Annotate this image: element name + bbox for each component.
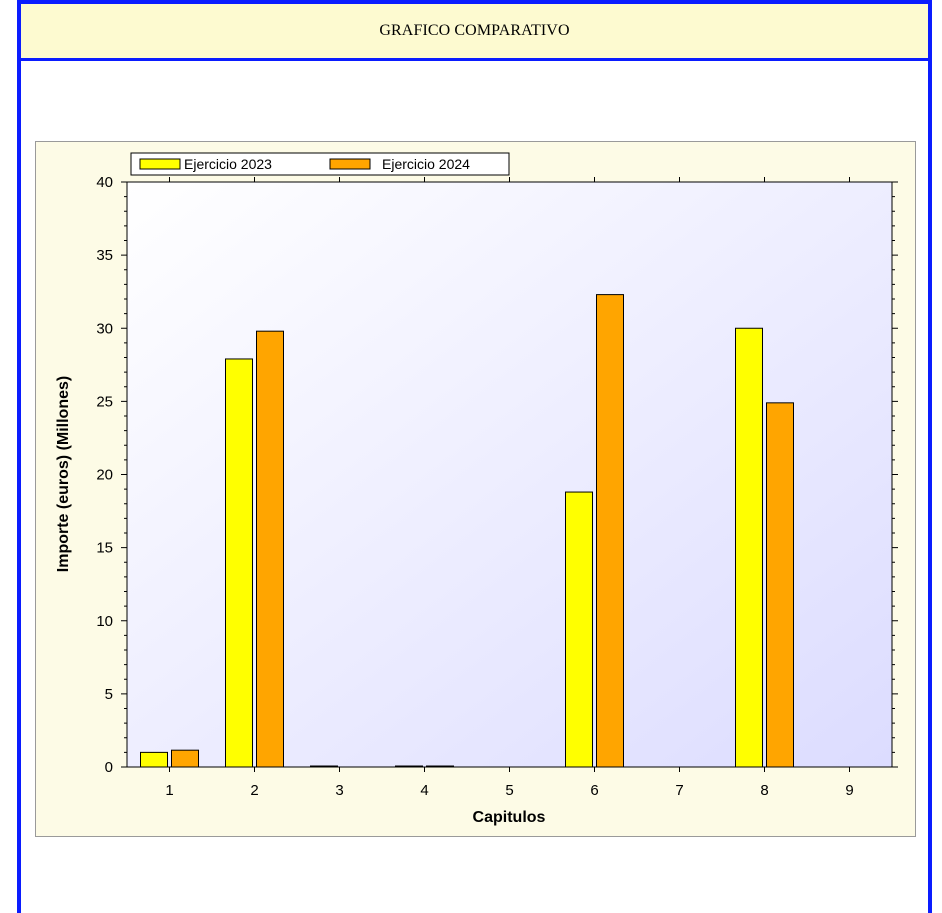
legend-box [130,152,510,176]
x-tick-label: 4 [420,782,428,799]
x-tick-label: 9 [845,782,853,799]
bar-ejercicio-2023-cap-6 [565,491,593,768]
legend: Ejercicio 2023 Ejercicio 2024 [130,152,510,176]
x-tick-label: 3 [335,782,343,799]
legend-label-2023: Ejercicio 2023 [184,156,272,172]
legend-swatch-2023 [139,158,181,170]
bar-ejercicio-2023-cap-4 [395,765,423,768]
chart-panel: 0 5 10 15 20 25 30 35 40 1 2 3 4 5 6 7 8 9 Capitulos Impo… [35,141,916,837]
x-tick-label: 6 [590,782,598,799]
report-header: GRAFICO COMPARATIVO [21,4,928,61]
y-tick-label: 30 [96,320,113,337]
bar-ejercicio-2023-cap-2 [225,358,253,768]
bar-ejercicio-2024-cap-6 [596,294,624,768]
y-tick-label: 0 [105,759,113,776]
x-tick-label: 1 [165,782,173,799]
x-tick-label: 5 [505,782,513,799]
bar-ejercicio-2023-cap-3 [310,765,338,768]
legend-label-2024: Ejercicio 2024 [382,156,470,172]
bar-ejercicio-2023-cap-1 [140,751,168,768]
bar-ejercicio-2024-cap-4 [426,765,454,768]
y-tick-label: 5 [105,686,113,703]
bars [140,294,794,768]
y-tick-label: 35 [96,247,113,264]
y-tick-label: 20 [96,467,113,484]
x-tick-label: 2 [250,782,258,799]
y-axis-title: Importe (euros) (Millones) [55,376,72,572]
axis-ticks [121,177,898,772]
y-tick-label: 25 [96,393,113,410]
plot-area [126,181,893,768]
report-frame: GRAFICO COMPARATIVO 0 5 10 15 20 25 30 35 40 1 2 3 4… [17,0,932,913]
bar-ejercicio-2024-cap-2 [256,330,284,768]
x-axis-title: Capitulos [473,809,546,826]
tick-labels: 0 5 10 15 20 25 30 35 40 1 2 3 4 5 6 7 8 9 [96,174,853,799]
bar-chart: 0 5 10 15 20 25 30 35 40 1 2 3 4 5 6 7 8 9 Capitulos Impo… [55,152,898,826]
report-title: GRAFICO COMPARATIVO [379,22,570,39]
y-tick-label: 15 [96,540,113,557]
bar-ejercicio-2023-cap-8 [735,327,763,768]
y-tick-label: 10 [96,613,113,630]
bar-ejercicio-2024-cap-1 [171,749,199,768]
bar-ejercicio-2024-cap-8 [766,402,794,768]
x-tick-label: 8 [760,782,768,799]
legend-swatch-2024 [329,158,371,170]
x-tick-label: 7 [675,782,683,799]
y-tick-label: 40 [96,174,113,191]
